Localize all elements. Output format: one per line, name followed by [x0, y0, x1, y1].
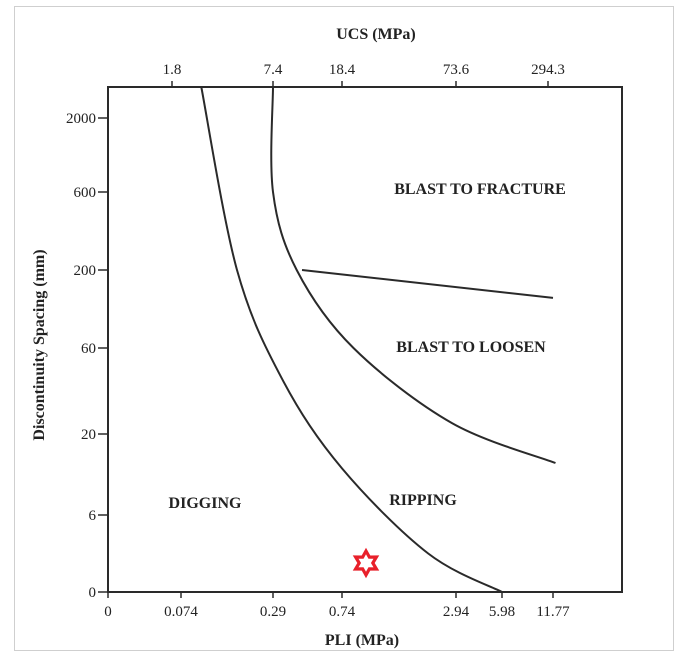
x2-tick-label: 1.8 — [163, 62, 182, 78]
x-tick-label: 0.074 — [164, 604, 198, 620]
x2-tick-label: 73.6 — [443, 62, 470, 78]
y-tick-label: 2000 — [66, 111, 96, 127]
y-axis-title: Discontinuity Spacing (mm) — [31, 249, 48, 440]
y-tick-label: 200 — [74, 263, 97, 279]
chart-frame — [14, 6, 674, 651]
x-tick-label: 11.77 — [536, 604, 570, 620]
bottom-axis-title: PLI (MPa) — [325, 632, 399, 649]
region-label-blast-to-loosen: BLAST TO LOOSEN — [396, 339, 546, 356]
y-tick-label: 0 — [89, 585, 97, 601]
x-tick-label: 0.74 — [329, 604, 356, 620]
top-axis-title: UCS (MPa) — [336, 26, 416, 43]
y-tick-label: 20 — [81, 427, 96, 443]
x-tick-label: 5.98 — [489, 604, 515, 620]
boundary-digging-ripping — [200, 86, 503, 593]
region-label-ripping: RIPPING — [389, 492, 457, 509]
boundary-loosen-fracture — [301, 269, 554, 299]
x2-tick-label: 294.3 — [531, 62, 565, 78]
plot-area-border — [107, 86, 623, 593]
x-tick-label: 0.29 — [260, 604, 286, 620]
y-tick-label: 6 — [89, 508, 97, 524]
x-tick-label: 0 — [104, 604, 112, 620]
x2-tick-label: 18.4 — [329, 62, 356, 78]
x-tick-label: 2.94 — [443, 604, 470, 620]
region-label-digging: DIGGING — [169, 495, 242, 512]
x2-tick-label: 7.4 — [264, 62, 283, 78]
region-label-blast-to-fracture: BLAST TO FRACTURE — [394, 181, 566, 198]
y-tick-label: 600 — [74, 185, 97, 201]
boundary-ripping-blasting — [270, 86, 556, 464]
star-marker-icon — [352, 547, 380, 579]
y-tick-label: 60 — [81, 341, 96, 357]
